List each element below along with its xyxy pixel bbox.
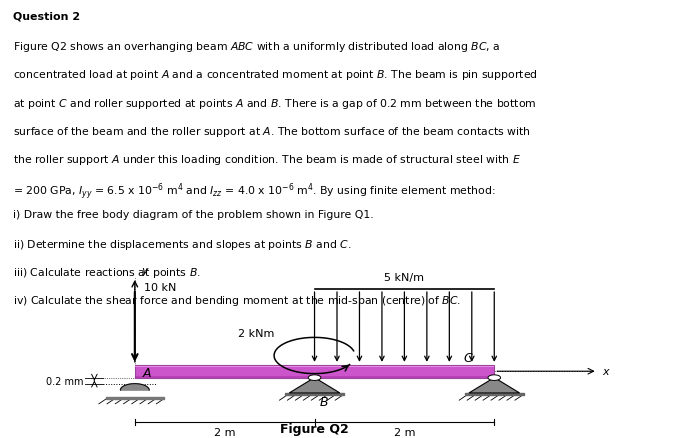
Text: = 200 GPa, $I_{yy}$ = 6.5 x 10$^{-6}$ m$^4$ and $I_{zz}$ = 4.0 x 10$^{-6}$ m$^4$: = 200 GPa, $I_{yy}$ = 6.5 x 10$^{-6}$ m$… — [13, 181, 496, 202]
Text: $A$: $A$ — [142, 366, 152, 379]
Text: 10 kN: 10 kN — [144, 283, 176, 293]
Text: 5 kN/m: 5 kN/m — [384, 272, 425, 282]
Text: at point $C$ and roller supported at points $A$ and $B$. There is a gap of 0.2 m: at point $C$ and roller supported at poi… — [13, 96, 537, 110]
Text: Figure Q2: Figure Q2 — [280, 422, 349, 435]
Text: i) Draw the free body diagram of the problem shown in Figure Q1.: i) Draw the free body diagram of the pro… — [13, 209, 374, 219]
Polygon shape — [289, 378, 340, 393]
Circle shape — [308, 375, 321, 381]
Text: Question 2: Question 2 — [13, 12, 80, 22]
Polygon shape — [285, 393, 344, 396]
Bar — [135, 366, 494, 367]
Text: the roller support $A$ under this loading condition. The beam is made of structu: the roller support $A$ under this loadin… — [13, 153, 522, 167]
Text: x: x — [602, 366, 609, 376]
Text: $C$: $C$ — [463, 352, 474, 364]
Polygon shape — [121, 384, 149, 390]
Bar — [135, 377, 494, 378]
Text: y: y — [141, 265, 148, 276]
Bar — [135, 365, 494, 378]
Text: 0.2 mm: 0.2 mm — [46, 376, 84, 386]
Text: $B$: $B$ — [319, 395, 329, 408]
Text: iii) Calculate reactions at points $B$.: iii) Calculate reactions at points $B$. — [13, 265, 201, 279]
Polygon shape — [469, 378, 520, 393]
Circle shape — [488, 375, 501, 381]
Polygon shape — [464, 393, 524, 396]
Text: concentrated load at point $A$ and a concentrated moment at point $B$. The beam : concentrated load at point $A$ and a con… — [13, 68, 538, 82]
Text: iv) Calculate the shear force and bending moment at the mid-span (centre) of $BC: iv) Calculate the shear force and bendin… — [13, 294, 462, 308]
Text: ii) Determine the displacements and slopes at points $B$ and $C$.: ii) Determine the displacements and slop… — [13, 237, 352, 251]
Text: Figure Q2 shows an overhanging beam $ABC$ with a uniformly distributed load alon: Figure Q2 shows an overhanging beam $ABC… — [13, 40, 501, 54]
Text: surface of the beam and the roller support at $A$. The bottom surface of the bea: surface of the beam and the roller suppo… — [13, 124, 531, 138]
Text: 2 m: 2 m — [394, 427, 415, 437]
Text: 2 kNm: 2 kNm — [238, 328, 274, 339]
Text: 2 m: 2 m — [214, 427, 235, 437]
Polygon shape — [106, 397, 164, 399]
